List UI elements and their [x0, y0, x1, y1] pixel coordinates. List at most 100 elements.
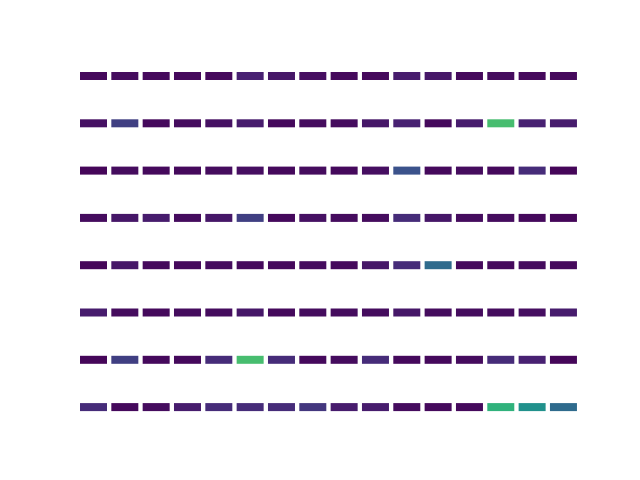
- heatmap-tile: [519, 356, 546, 364]
- heatmap-tile: [393, 72, 420, 80]
- heatmap-tile: [299, 72, 326, 80]
- heatmap-tile: [268, 72, 295, 80]
- heatmap-tile: [111, 356, 138, 364]
- heatmap-tile: [425, 119, 452, 127]
- heatmap-tile: [143, 214, 170, 222]
- heatmap-tile: [456, 72, 483, 80]
- heatmap-tile: [237, 309, 264, 317]
- heatmap-tile: [425, 309, 452, 317]
- heatmap-tile: [143, 403, 170, 411]
- heatmap-tile: [111, 119, 138, 127]
- heatmap-tile: [487, 403, 514, 411]
- heatmap-tile: [425, 167, 452, 175]
- heatmap-tile: [362, 119, 389, 127]
- heatmap-tile: [174, 309, 201, 317]
- heatmap-tile: [487, 309, 514, 317]
- heatmap-tile: [80, 167, 107, 175]
- heatmap-tile: [425, 261, 452, 269]
- heatmap-tile: [111, 261, 138, 269]
- heatmap-tile: [456, 403, 483, 411]
- heatmap-tile: [456, 356, 483, 364]
- heatmap-tile: [205, 356, 232, 364]
- heatmap-tile: [174, 167, 201, 175]
- heatmap-tile: [550, 72, 577, 80]
- heatmap-tile: [331, 261, 358, 269]
- heatmap-tile: [237, 261, 264, 269]
- heatmap-tile: [425, 214, 452, 222]
- heatmap-tile: [550, 309, 577, 317]
- heatmap-tile: [80, 72, 107, 80]
- heatmap-tile: [362, 72, 389, 80]
- heatmap-tile: [174, 214, 201, 222]
- heatmap-tile: [519, 261, 546, 269]
- heatmap-tile: [456, 261, 483, 269]
- heatmap-tile: [519, 214, 546, 222]
- heatmap-tile: [237, 214, 264, 222]
- heatmap-tile: [111, 167, 138, 175]
- heatmap-tile: [143, 261, 170, 269]
- heatmap-tile: [487, 72, 514, 80]
- heatmap-tile: [362, 403, 389, 411]
- heatmap-tile: [425, 356, 452, 364]
- heatmap-tile: [205, 167, 232, 175]
- heatmap-tile: [268, 214, 295, 222]
- heatmap-tile: [456, 167, 483, 175]
- heatmap-tile: [174, 403, 201, 411]
- heatmap-tile: [80, 261, 107, 269]
- heatmap-tile: [111, 403, 138, 411]
- heatmap-tile: [331, 167, 358, 175]
- heatmap-tile: [393, 261, 420, 269]
- heatmap-tile: [331, 214, 358, 222]
- heatmap-tile: [237, 167, 264, 175]
- heatmap-tile: [393, 356, 420, 364]
- heatmap-tile: [456, 119, 483, 127]
- heatmap-tile: [331, 309, 358, 317]
- heatmap-tile: [456, 309, 483, 317]
- heatmap-tile: [487, 214, 514, 222]
- heatmap-tile: [174, 261, 201, 269]
- heatmap-tile: [205, 403, 232, 411]
- heatmap-tile: [487, 356, 514, 364]
- heatmap-tile: [205, 309, 232, 317]
- heatmap-tile: [80, 309, 107, 317]
- heatmap-tile: [299, 403, 326, 411]
- heatmap-tile: [393, 309, 420, 317]
- heatmap-tile: [143, 309, 170, 317]
- heatmap-tile: [393, 214, 420, 222]
- heatmap-tile: [550, 261, 577, 269]
- heatmap-tile: [550, 403, 577, 411]
- heatmap-tile: [393, 167, 420, 175]
- heatmap-tile: [80, 356, 107, 364]
- heatmap-tile: [299, 309, 326, 317]
- heatmap-tile: [111, 72, 138, 80]
- heatmap-tile: [362, 214, 389, 222]
- heatmap-tile: [519, 403, 546, 411]
- heatmap-tile: [205, 119, 232, 127]
- heatmap-tile: [393, 119, 420, 127]
- heatmap-tile: [237, 356, 264, 364]
- heatmap-tile: [362, 167, 389, 175]
- heatmap-tile: [550, 214, 577, 222]
- heatmap-tile: [331, 356, 358, 364]
- heatmap-tile: [268, 403, 295, 411]
- heatmap-tile: [205, 72, 232, 80]
- heatmap-tile: [268, 119, 295, 127]
- heatmap-tile: [174, 119, 201, 127]
- heatmap-tile: [268, 356, 295, 364]
- heatmap-tile: [143, 72, 170, 80]
- heatmap-tile: [519, 72, 546, 80]
- heatmap-tile: [143, 356, 170, 364]
- heatmap-tile: [205, 261, 232, 269]
- heatmap-tile: [299, 214, 326, 222]
- heatmap-tile: [237, 403, 264, 411]
- heatmap-tile: [550, 167, 577, 175]
- heatmap-tile: [519, 119, 546, 127]
- heatmap-tile: [519, 309, 546, 317]
- heatmap-tile: [487, 167, 514, 175]
- heatmap-tile: [299, 119, 326, 127]
- heatmap-tile: [237, 119, 264, 127]
- heatmap-tile: [331, 119, 358, 127]
- heatmap-tile: [143, 119, 170, 127]
- heatmap-tile: [519, 167, 546, 175]
- heatmap-tile: [80, 119, 107, 127]
